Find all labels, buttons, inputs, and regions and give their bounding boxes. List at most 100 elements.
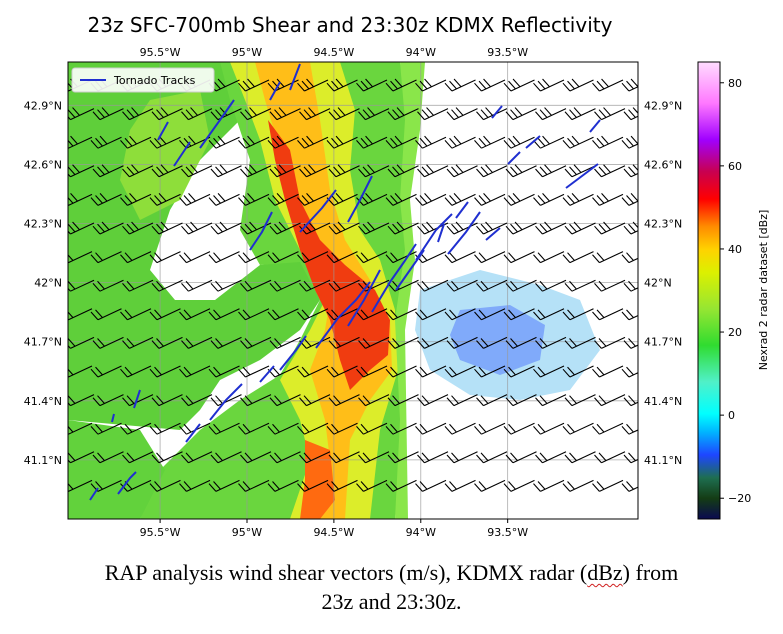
wind-barb	[623, 107, 638, 121]
map-axis-labels: 95.5°W 95.5°W 95°W 95°W 94.5°W 94.5°W 94°W 94°W…	[24, 46, 682, 539]
wind-barb	[90, 193, 122, 206]
wind-barb	[267, 78, 299, 92]
wind-barb	[387, 394, 419, 407]
wind-barb	[535, 279, 567, 292]
wind-barb	[358, 221, 390, 235]
wind-barb	[326, 422, 358, 435]
wind-barb	[269, 164, 301, 178]
wind-barb	[68, 336, 95, 349]
wind-barb	[299, 394, 331, 407]
wind-barb	[179, 365, 211, 378]
wind-barb	[297, 251, 329, 264]
wind-barb	[415, 365, 447, 378]
wind-barb	[68, 221, 95, 235]
lon-tick-label-top: 94°W	[406, 46, 436, 59]
wind-barb	[417, 164, 449, 178]
wind-barb	[356, 365, 388, 378]
wind-barb	[92, 279, 124, 292]
wind-barb	[564, 221, 596, 235]
wind-barb	[240, 451, 272, 464]
tornado-track	[491, 105, 503, 119]
wind-barb	[444, 135, 476, 149]
wind-barb	[297, 422, 329, 435]
lon-tick-label-bottom: 95°W	[232, 526, 262, 539]
lat-tick-label-right: 42°N	[644, 277, 672, 290]
wind-barb	[533, 479, 565, 492]
wind-barb	[208, 365, 240, 378]
wind-barb	[240, 279, 272, 292]
radar-reflectivity	[68, 62, 600, 519]
wind-barb	[592, 422, 624, 435]
wind-barb	[326, 78, 358, 92]
wind-barb	[562, 193, 594, 206]
figure-title: 23z SFC-700mb Shear and 23:30z KDMX Refl…	[87, 13, 613, 37]
tornado-track	[415, 213, 453, 261]
lat-tick-label-left: 41.1°N	[24, 454, 62, 467]
tornado-track	[117, 471, 137, 495]
wind-barb	[474, 308, 506, 321]
wind-barb	[415, 78, 447, 92]
wind-barb	[476, 279, 508, 292]
wind-barb	[328, 164, 360, 178]
tornado-track	[249, 211, 273, 251]
wind-barb	[621, 135, 638, 149]
wind-barb	[120, 251, 152, 264]
colorbar-gradient	[697, 61, 721, 520]
wind-barb	[68, 279, 95, 292]
wind-barb	[356, 78, 388, 92]
wind-barb	[505, 451, 537, 464]
colorbar-tick-label: 80	[728, 77, 742, 90]
wind-barb	[208, 135, 240, 149]
wind-barb	[505, 394, 537, 407]
colorbar-tick-label: 0	[728, 409, 735, 422]
wind-barb	[623, 164, 638, 178]
tornado-track	[347, 269, 381, 327]
wind-barb	[623, 221, 638, 235]
wind-barb	[269, 107, 301, 121]
wind-barb	[68, 422, 93, 435]
wind-barb	[90, 365, 122, 378]
wind-barb	[151, 279, 183, 292]
tornado-track	[133, 389, 141, 409]
wind-barb	[476, 451, 508, 464]
tornado-track	[157, 121, 169, 141]
wind-barb	[594, 394, 626, 407]
colorbar-tick-label: 40	[728, 243, 742, 256]
wind-barb	[181, 279, 213, 292]
wind-barb	[476, 394, 508, 407]
wind-barb	[387, 164, 419, 178]
wind-barb	[562, 78, 594, 92]
wind-barb	[68, 451, 95, 464]
wind-barb	[267, 193, 299, 206]
wind-barb	[503, 135, 535, 149]
wind-barb	[326, 479, 358, 492]
wind-barb	[356, 422, 388, 435]
lat-tick-label-right: 41.1°N	[644, 454, 682, 467]
wind-barb	[387, 107, 419, 121]
wind-barb	[238, 78, 270, 92]
wind-barb	[533, 422, 565, 435]
wind-barb	[92, 451, 124, 464]
wind-barb	[621, 366, 638, 378]
wind-barb	[503, 365, 535, 378]
wind-barb	[68, 365, 93, 378]
wind-barb	[533, 308, 565, 321]
wind-barb	[535, 164, 567, 178]
map-legend: Tornado Tracks	[71, 67, 215, 93]
radar-green-southwest	[68, 420, 165, 519]
wind-barb	[267, 308, 299, 321]
tornado-track	[269, 81, 281, 101]
wind-barb	[415, 308, 447, 321]
wind-barb	[269, 451, 301, 464]
wind-barb	[417, 107, 449, 121]
wind-barb	[240, 336, 272, 349]
wind-barb	[444, 479, 476, 492]
wind-barb	[623, 338, 638, 349]
wind-barb	[208, 422, 240, 435]
wind-barb	[210, 279, 242, 292]
radar-green-fringe-east	[395, 62, 425, 519]
wind-barb	[444, 422, 476, 435]
wind-barb	[92, 336, 124, 349]
wind-barb	[326, 135, 358, 149]
wind-barb	[328, 107, 360, 121]
